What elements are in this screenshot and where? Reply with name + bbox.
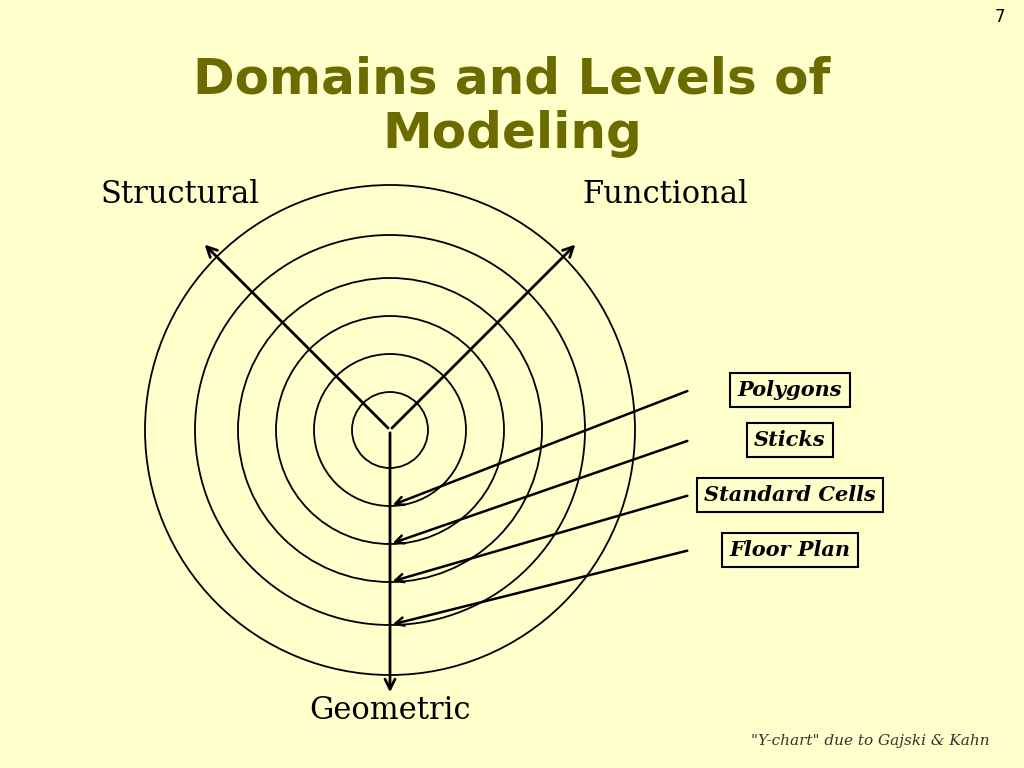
Text: Domains and Levels of: Domains and Levels of	[194, 55, 830, 103]
Text: Modeling: Modeling	[382, 110, 642, 158]
Text: Geometric: Geometric	[309, 695, 471, 726]
Text: Polygons: Polygons	[737, 380, 843, 400]
Text: 7: 7	[994, 8, 1005, 26]
Text: Standard Cells: Standard Cells	[705, 485, 876, 505]
Text: Sticks: Sticks	[755, 430, 825, 450]
Text: Structural: Structural	[100, 179, 259, 210]
Text: Functional: Functional	[582, 179, 748, 210]
Text: Floor Plan: Floor Plan	[729, 540, 851, 560]
Text: "Y-chart" due to Gajski & Kahn: "Y-chart" due to Gajski & Kahn	[752, 734, 990, 748]
